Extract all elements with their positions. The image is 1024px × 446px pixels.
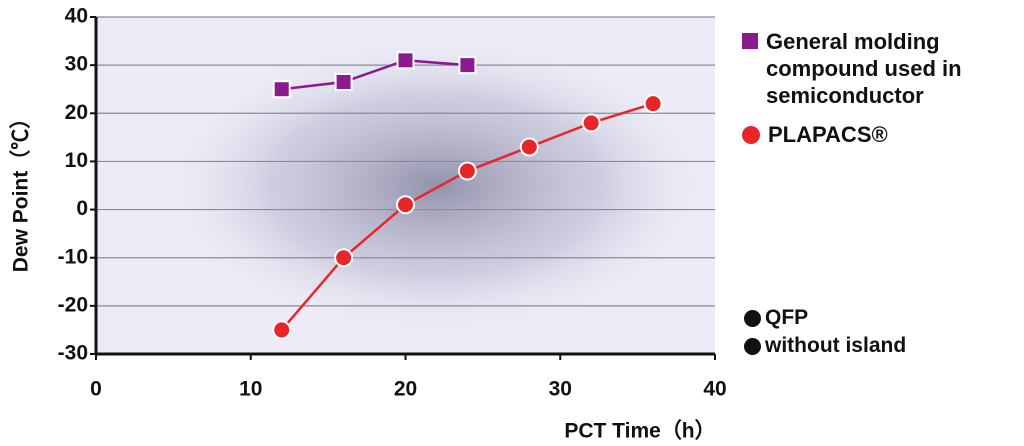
- y-axis-title: Dew Point（℃）: [9, 108, 33, 273]
- marker: [519, 137, 539, 157]
- marker: [458, 56, 477, 75]
- bullet: [744, 309, 761, 327]
- legend-label: PLAPACS®: [768, 122, 888, 147]
- bullet: [744, 337, 761, 355]
- plot-shade: [96, 17, 715, 354]
- marker: [396, 51, 415, 70]
- y-tick-label: 40: [65, 5, 88, 28]
- legend: General molding compound used in semicon…: [742, 28, 1012, 160]
- y-tick-label: 30: [65, 53, 88, 76]
- annotation-text: without island: [765, 334, 907, 357]
- series-line: [281, 59, 468, 91]
- marker: [334, 248, 354, 268]
- marker: [272, 320, 292, 340]
- marker: [581, 113, 601, 133]
- legend-swatch: [742, 126, 760, 144]
- annotation: without island: [744, 334, 906, 358]
- x-tick-label: 40: [703, 378, 726, 401]
- y-tick-label: -10: [58, 245, 88, 268]
- y-tick-label: -20: [58, 293, 88, 316]
- marker: [457, 161, 477, 181]
- y-tick-label: -30: [58, 342, 88, 365]
- legend-item: General molding compound used in semicon…: [742, 28, 1012, 109]
- annotation: QFP: [744, 306, 808, 330]
- y-tick-label: 20: [65, 101, 88, 124]
- x-tick-label: 10: [239, 378, 262, 401]
- x-tick-label: 30: [549, 378, 572, 401]
- legend-item: PLAPACS®: [742, 121, 1012, 148]
- annotation-text: QFP: [765, 306, 809, 329]
- marker: [396, 195, 415, 215]
- legend-label: General molding compound used in semicon…: [766, 29, 962, 108]
- x-tick-label: 20: [394, 378, 417, 401]
- marker: [643, 94, 663, 114]
- y-tick-label: 0: [76, 197, 88, 220]
- marker: [272, 80, 291, 99]
- x-axis-title: PCT Time（h）: [564, 419, 715, 443]
- marker: [334, 72, 353, 91]
- y-tick-label: 10: [65, 149, 88, 172]
- legend-swatch: [742, 33, 758, 49]
- x-tick-label: 0: [90, 378, 102, 401]
